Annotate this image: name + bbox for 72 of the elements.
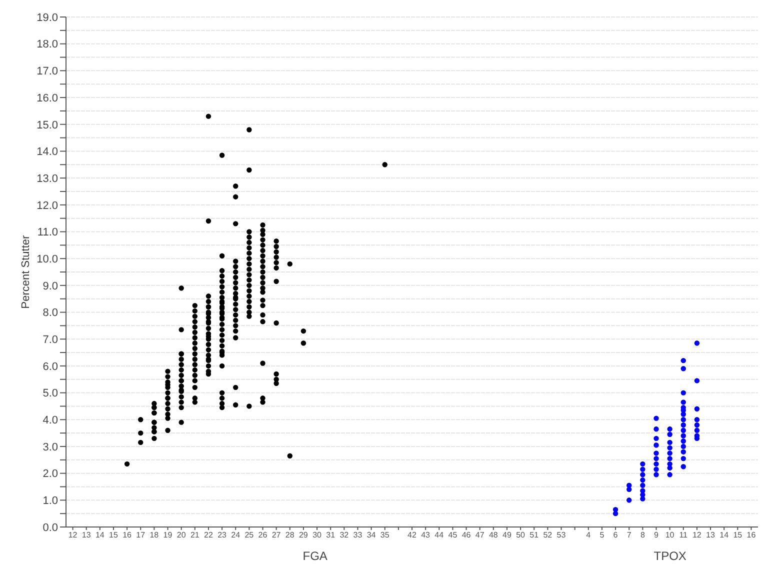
y-tick-label: 12.0: [36, 200, 58, 212]
y-tick-label: 16.0: [36, 92, 58, 104]
y-tick-label: 3.0: [42, 441, 58, 454]
x-tick-label: 49: [502, 530, 512, 540]
x-tick-label: 46: [462, 530, 472, 540]
x-tick-label: 51: [530, 530, 540, 540]
x-tick-label: 19: [163, 530, 173, 540]
x-tick-label: 9: [654, 530, 660, 540]
x-tick-label: 44: [434, 530, 444, 540]
x-tick-label: 10: [665, 530, 675, 540]
x-tick-label: 17: [136, 530, 146, 540]
x-tick-label: 42: [408, 530, 417, 540]
x-tick-label: 15: [733, 530, 743, 540]
y-tick-label: 2.0: [42, 468, 58, 480]
y-tick-label: 4.0: [42, 414, 58, 427]
x-tick-label: 28: [285, 530, 295, 540]
x-tick-label: 27: [272, 530, 282, 540]
y-tick-label: 15.0: [36, 119, 58, 132]
y-tick-label: 14.0: [36, 146, 58, 158]
x-tick-label: 7: [626, 530, 632, 540]
y-tick-label: 11.0: [37, 226, 58, 239]
x-tick-label: 33: [353, 530, 363, 540]
x-tick-label: 52: [543, 530, 553, 540]
x-tick-label: 29: [299, 530, 308, 540]
x-tick-label: 50: [516, 530, 526, 540]
x-tick-label: 30: [312, 530, 322, 540]
y-tick-label: 1.0: [42, 495, 58, 508]
x-tick-label: 43: [421, 530, 431, 540]
y-tick-label: 18.0: [36, 38, 58, 51]
y-tick-label: 19.0: [36, 12, 58, 24]
x-tick-label: 35: [380, 530, 390, 540]
x-tick-label: 48: [488, 530, 498, 540]
x-tick-label: 8: [640, 530, 646, 540]
x-tick-label: 12: [68, 530, 78, 540]
y-tick-label: 7.0: [42, 334, 58, 346]
y-tick-label: 8.0: [42, 307, 58, 320]
x-tick-label: 47: [475, 530, 485, 540]
x-tick-label: 25: [244, 530, 254, 540]
x-tick-label: 22: [204, 530, 214, 540]
x-tick-label: 16: [122, 530, 132, 540]
x-tick-label: 13: [82, 530, 92, 540]
y-tick-label: 13.0: [36, 172, 58, 185]
x-tick-label: 21: [190, 530, 200, 540]
y-axis-title: Percent Stutter: [20, 234, 32, 309]
x-tick-label: 31: [326, 530, 336, 540]
x-tick-label: 26: [258, 530, 268, 540]
x-tick-label: 13: [706, 530, 716, 540]
x-tick-label: 23: [218, 530, 228, 540]
x-tick-label: 16: [746, 530, 756, 540]
x-tick-label: 18: [150, 530, 160, 540]
x-tick-label: 32: [340, 530, 350, 540]
y-tick-label: 5.0: [42, 388, 58, 400]
x-tick-label: 53: [556, 530, 566, 540]
y-tick-label: 17.0: [36, 66, 58, 78]
x-tick-label: 14: [95, 530, 105, 540]
x-tick-label: 4: [586, 530, 592, 540]
y-tick-label: 9.0: [42, 280, 58, 292]
x-tick-label: 14: [720, 530, 730, 540]
x-tick-label: 34: [366, 530, 376, 540]
text: FGA: [302, 549, 328, 563]
x-tick-label: 24: [231, 530, 241, 540]
x-tick-label: 5: [600, 530, 605, 540]
y-tick-label: 6.0: [42, 360, 58, 373]
x-tick-label: 45: [448, 530, 458, 540]
y-tick-label: 0.0: [42, 522, 58, 534]
x-tick-label: 11: [679, 530, 688, 540]
x-tick-label: 15: [109, 530, 118, 540]
x-tick-label: 6: [613, 530, 618, 540]
x-tick-label: 20: [176, 530, 186, 540]
text: TPOX: [652, 549, 688, 563]
y-tick-label: 10.0: [36, 253, 58, 266]
x-tick-label: 12: [692, 530, 702, 540]
